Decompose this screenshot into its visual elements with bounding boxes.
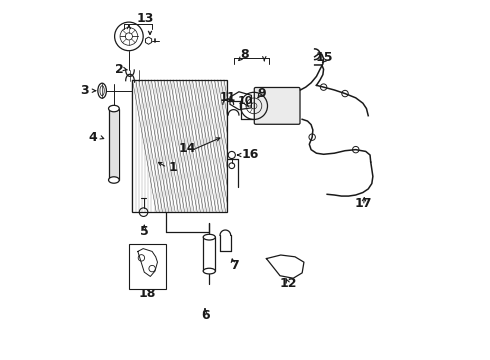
Bar	[109, 109, 119, 180]
Bar	[129, 244, 167, 289]
Text: 18: 18	[139, 287, 156, 300]
Bar	[203, 237, 215, 271]
Ellipse shape	[203, 234, 215, 240]
Text: 15: 15	[316, 51, 333, 64]
Ellipse shape	[109, 177, 119, 183]
Ellipse shape	[109, 105, 119, 112]
Text: 9: 9	[258, 87, 267, 100]
Text: 13: 13	[136, 12, 154, 25]
Bar	[132, 80, 227, 212]
Text: 1: 1	[169, 161, 177, 174]
Text: 4: 4	[89, 131, 98, 144]
Text: 11: 11	[220, 91, 236, 104]
Text: 2: 2	[115, 63, 123, 76]
Text: 3: 3	[80, 84, 89, 97]
Text: 5: 5	[140, 225, 148, 238]
Ellipse shape	[203, 268, 215, 274]
Text: 10: 10	[237, 96, 253, 107]
Text: 12: 12	[280, 277, 297, 290]
Text: 16: 16	[242, 148, 259, 162]
Text: 6: 6	[201, 309, 210, 321]
Text: 14: 14	[178, 142, 196, 155]
Text: 8: 8	[240, 49, 248, 62]
Text: 7: 7	[231, 259, 240, 272]
FancyBboxPatch shape	[254, 87, 300, 124]
Text: 17: 17	[355, 197, 372, 210]
